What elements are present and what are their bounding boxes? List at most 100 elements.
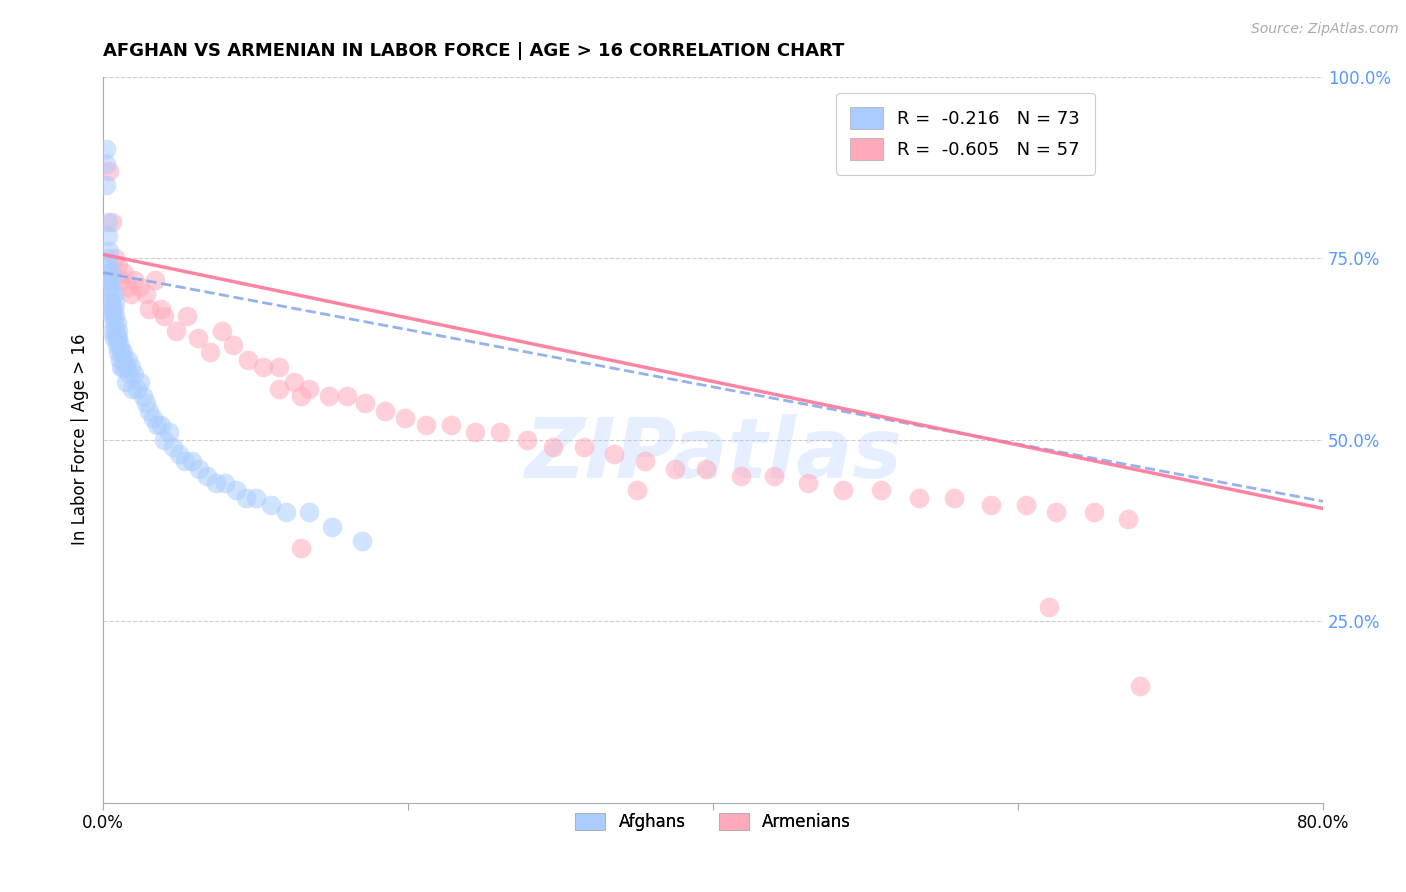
Point [188,461,211,475]
Point [169,447,191,461]
Point [252,359,274,374]
Point [1015,498,1038,512]
Point [374,403,396,417]
Point [195,469,218,483]
Point [108,338,131,352]
Point [516,433,538,447]
Point [153,433,176,447]
Point [908,491,931,505]
Point [128,375,150,389]
Point [110,359,132,374]
Point [103,301,125,316]
Point [142,410,165,425]
Point [104,324,127,338]
Point [205,476,228,491]
Point [117,280,139,294]
Point [110,345,132,359]
Point [115,359,138,374]
Point [157,425,180,440]
Point [572,440,595,454]
Point [174,454,197,468]
Point [150,418,173,433]
Point [162,440,184,454]
Point [870,483,893,498]
Point [187,331,209,345]
Point [103,287,125,301]
Point [104,294,127,309]
Point [143,273,166,287]
Point [101,324,124,338]
Point [541,440,564,454]
Point [96,178,118,193]
Point [352,534,374,549]
Point [176,309,198,323]
Point [603,447,626,461]
Point [222,338,245,352]
Point [198,345,221,359]
Point [107,258,129,272]
Point [104,309,127,323]
Point [626,483,648,498]
Y-axis label: In Labor Force | Age > 16: In Labor Force | Age > 16 [72,334,89,545]
Point [105,338,128,352]
Point [245,491,267,505]
Point [943,491,966,505]
Point [267,382,290,396]
Point [98,258,121,272]
Point [111,359,134,374]
Point [664,461,686,475]
Point [336,389,359,403]
Point [298,505,321,519]
Point [298,382,321,396]
Point [633,454,655,468]
Point [180,454,202,468]
Point [98,164,121,178]
Point [276,505,298,519]
Point [97,266,120,280]
Point [796,476,818,491]
Point [104,251,127,265]
Point [100,294,122,309]
Point [117,352,139,367]
Point [107,324,129,338]
Point [122,273,145,287]
Point [831,483,853,498]
Point [321,519,343,533]
Point [121,382,143,396]
Point [98,244,121,258]
Point [115,375,138,389]
Point [105,317,128,331]
Point [103,317,125,331]
Point [318,389,340,403]
Point [153,309,176,323]
Text: AFGHAN VS ARMENIAN IN LABOR FORCE | AGE > 16 CORRELATION CHART: AFGHAN VS ARMENIAN IN LABOR FORCE | AGE … [103,42,845,60]
Text: ZIPatlas: ZIPatlas [524,414,903,494]
Point [165,324,187,338]
Point [394,410,416,425]
Point [97,229,120,244]
Point [100,273,122,287]
Point [488,425,510,440]
Point [1083,505,1105,519]
Point [1045,505,1067,519]
Point [120,359,142,374]
Point [100,287,122,301]
Point [100,266,122,280]
Point [354,396,377,410]
Point [107,331,129,345]
Point [283,375,305,389]
Point [695,461,717,475]
Point [730,469,752,483]
Point [107,345,129,359]
Point [290,541,312,556]
Point [260,498,283,512]
Point [122,368,145,382]
Point [120,287,142,301]
Point [128,280,150,294]
Point [97,215,120,229]
Point [464,425,486,440]
Point [1116,512,1139,526]
Point [125,382,148,396]
Point [108,352,131,367]
Point [1129,680,1152,694]
